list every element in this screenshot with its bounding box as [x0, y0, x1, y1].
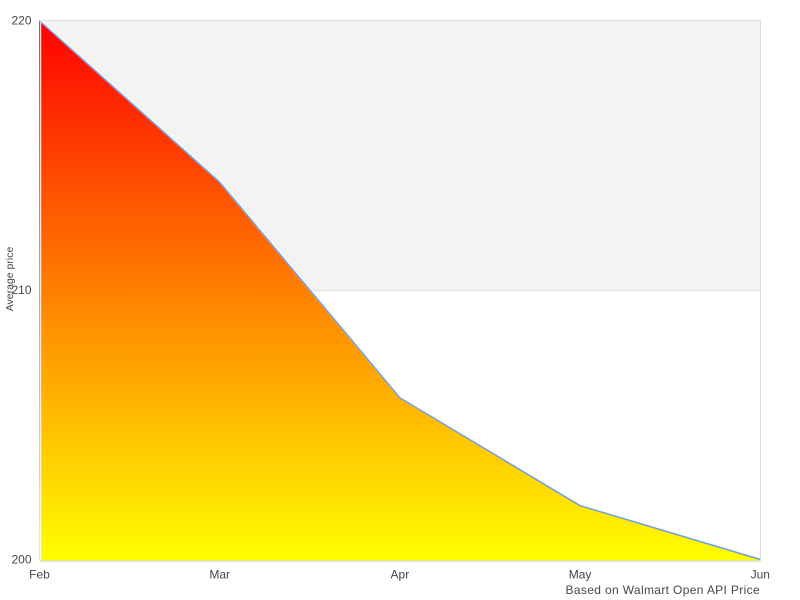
svg-text:Apr: Apr [391, 568, 410, 582]
svg-text:200: 200 [11, 553, 31, 567]
svg-text:Feb: Feb [29, 568, 50, 582]
svg-text:Jun: Jun [751, 568, 770, 582]
svg-text:210: 210 [11, 283, 31, 297]
svg-text:Mar: Mar [209, 568, 230, 582]
svg-text:Average price: Average price [4, 247, 16, 312]
svg-text:Based on Walmart Open API Pric: Based on Walmart Open API Price [566, 583, 761, 597]
svg-text:May: May [569, 568, 592, 582]
svg-text:220: 220 [11, 14, 31, 28]
